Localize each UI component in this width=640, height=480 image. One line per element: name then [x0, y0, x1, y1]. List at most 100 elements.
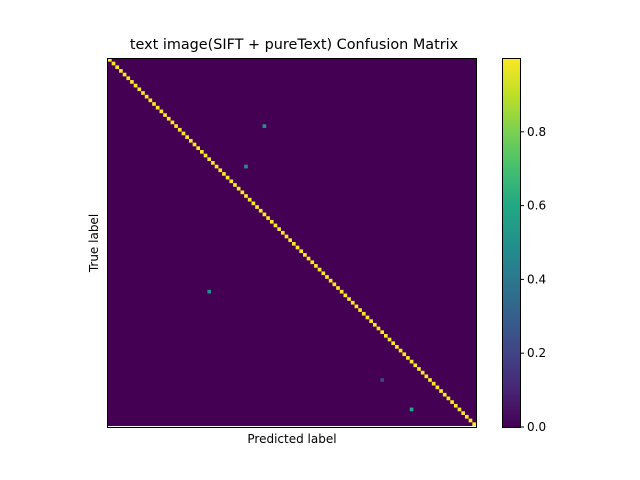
heatmap-cell-diagonal: [395, 345, 399, 349]
heatmap-cell-diagonal: [273, 223, 278, 228]
heatmap-cell-diagonal: [446, 396, 451, 401]
colorbar-tick-label: 0.6: [527, 199, 546, 213]
heatmap-cell-diagonal: [258, 208, 263, 213]
heatmap-cell-diagonal: [435, 385, 440, 390]
heatmap-cell-diagonal: [185, 135, 189, 139]
heatmap-cell-diagonal: [148, 98, 153, 103]
heatmap-cell-diagonal: [240, 190, 245, 195]
heatmap-cell-diagonal: [133, 83, 138, 88]
heatmap-cell-diagonal: [203, 153, 208, 158]
heatmap-cell-diagonal: [310, 260, 315, 265]
heatmap-cell-diagonal: [361, 311, 366, 316]
heatmap-cell-diagonal: [372, 322, 377, 327]
heatmap-cell-diagonal: [233, 183, 237, 187]
heatmap-cell-diagonal: [218, 168, 223, 173]
heatmap-cell-diagonal: [314, 264, 318, 268]
heatmap-cell-diagonal: [295, 245, 300, 250]
heatmap-cell-offdiagonal: [207, 289, 212, 294]
heatmap-cell-diagonal: [321, 271, 326, 276]
heatmap-cell-diagonal: [417, 367, 421, 371]
heatmap-cell-diagonal: [284, 234, 289, 239]
heatmap-cell-offdiagonal: [244, 164, 248, 169]
heatmap-cell-diagonal: [358, 308, 362, 312]
heatmap-cell-diagonal: [247, 197, 252, 202]
heatmap-cell-diagonal: [188, 138, 193, 143]
heatmap-cell-diagonal: [262, 212, 267, 217]
heatmap-cell-diagonal: [413, 363, 418, 368]
heatmap-cell-offdiagonal: [262, 124, 267, 128]
heatmap-cell-diagonal: [177, 127, 182, 132]
colorbar: [502, 58, 520, 427]
heatmap-cell-diagonal: [166, 116, 171, 121]
heatmap-cell-diagonal: [192, 142, 197, 147]
heatmap-cell-diagonal: [236, 186, 241, 191]
heatmap-cell-diagonal: [350, 300, 355, 305]
heatmap-cell-diagonal: [155, 105, 160, 110]
heatmap-cell-diagonal: [163, 113, 167, 117]
colorbar-frame: [502, 58, 521, 428]
heatmap-cell-diagonal: [144, 94, 149, 99]
heatmap-cell-diagonal: [428, 378, 432, 382]
heatmap-cell-diagonal: [269, 219, 274, 224]
heatmap-cell-diagonal: [306, 256, 311, 261]
heatmap-cell-diagonal: [336, 286, 340, 290]
chart-title: text image(SIFT + pureText) Confusion Ma…: [130, 37, 459, 53]
x-axis-label: Predicted label: [247, 432, 336, 446]
heatmap-cell-diagonal: [343, 293, 348, 298]
heatmap-cell-diagonal: [137, 87, 142, 92]
heatmap-cell-diagonal: [196, 146, 200, 150]
heatmap-cell-diagonal: [303, 253, 307, 257]
colorbar-tick-label: 0.2: [527, 346, 546, 360]
y-axis-label: True label: [87, 214, 101, 273]
colorbar-ticks: 0.0 0.2 0.4 0.6 0.8: [520, 125, 546, 434]
heatmap-cell-diagonal: [251, 201, 256, 206]
heatmap-cell-diagonal: [211, 161, 215, 165]
heatmap-cell-diagonal: [214, 164, 219, 169]
heatmap-cell-diagonal: [170, 120, 175, 125]
heatmap-cell-diagonal: [380, 330, 384, 334]
heatmap-cell-diagonal: [141, 91, 145, 95]
heatmap-cell-diagonal: [468, 418, 473, 423]
heatmap-cell-diagonal: [152, 102, 156, 106]
colorbar-tick-label: 0.8: [527, 125, 546, 139]
heatmap-cell-diagonal: [111, 61, 116, 66]
heatmap-cell-diagonal: [299, 249, 304, 254]
heatmap-cell-diagonal: [108, 58, 112, 62]
heatmap-cell-diagonal: [431, 381, 436, 386]
heatmap-cell-diagonal: [424, 374, 429, 379]
heatmap-cell-diagonal: [317, 267, 322, 272]
heatmap-cell-diagonal: [354, 304, 359, 309]
heatmap-cell-diagonal: [200, 150, 204, 154]
heatmap-cell-diagonal: [464, 414, 469, 419]
heatmap-cell-diagonal: [122, 72, 127, 77]
heatmap-cell-diagonal: [450, 400, 454, 404]
heatmap-cell-diagonal: [457, 407, 462, 412]
heatmap-cell-diagonal: [222, 172, 226, 176]
heatmap-cell-diagonal: [207, 157, 212, 162]
heatmap-cell-diagonal: [376, 326, 381, 331]
heatmap-cell-diagonal: [439, 389, 443, 393]
colorbar-tick-label: 0.0: [527, 420, 546, 434]
heatmap-cell-diagonal: [406, 356, 410, 360]
heatmap-cell-diagonal: [391, 341, 396, 346]
heatmap-cell-diagonal: [384, 334, 388, 338]
heatmap-cell-diagonal: [442, 392, 447, 397]
heatmap-cell-diagonal: [255, 205, 259, 209]
heatmap-cell-diagonal: [181, 131, 186, 136]
heatmap-cell-diagonal: [387, 337, 392, 342]
heatmap-cell-diagonal: [453, 403, 458, 408]
colorbar-tick-label: 0.4: [527, 272, 546, 286]
heatmap-cell-diagonal: [277, 227, 281, 231]
heatmap-cell-diagonal: [402, 352, 407, 357]
heatmap: [108, 58, 476, 426]
heatmap-cell-diagonal: [130, 80, 134, 84]
heatmap-cell-diagonal: [398, 348, 403, 353]
heatmap-cell-diagonal: [292, 242, 296, 246]
heatmap-cell-diagonal: [174, 124, 178, 128]
heatmap-cell-diagonal: [325, 275, 329, 279]
heatmap-cell-diagonal: [328, 278, 333, 283]
heatmap-cell-diagonal: [420, 370, 425, 375]
heatmap-cell-diagonal: [347, 297, 351, 301]
heatmap-cell-diagonal: [369, 319, 373, 323]
